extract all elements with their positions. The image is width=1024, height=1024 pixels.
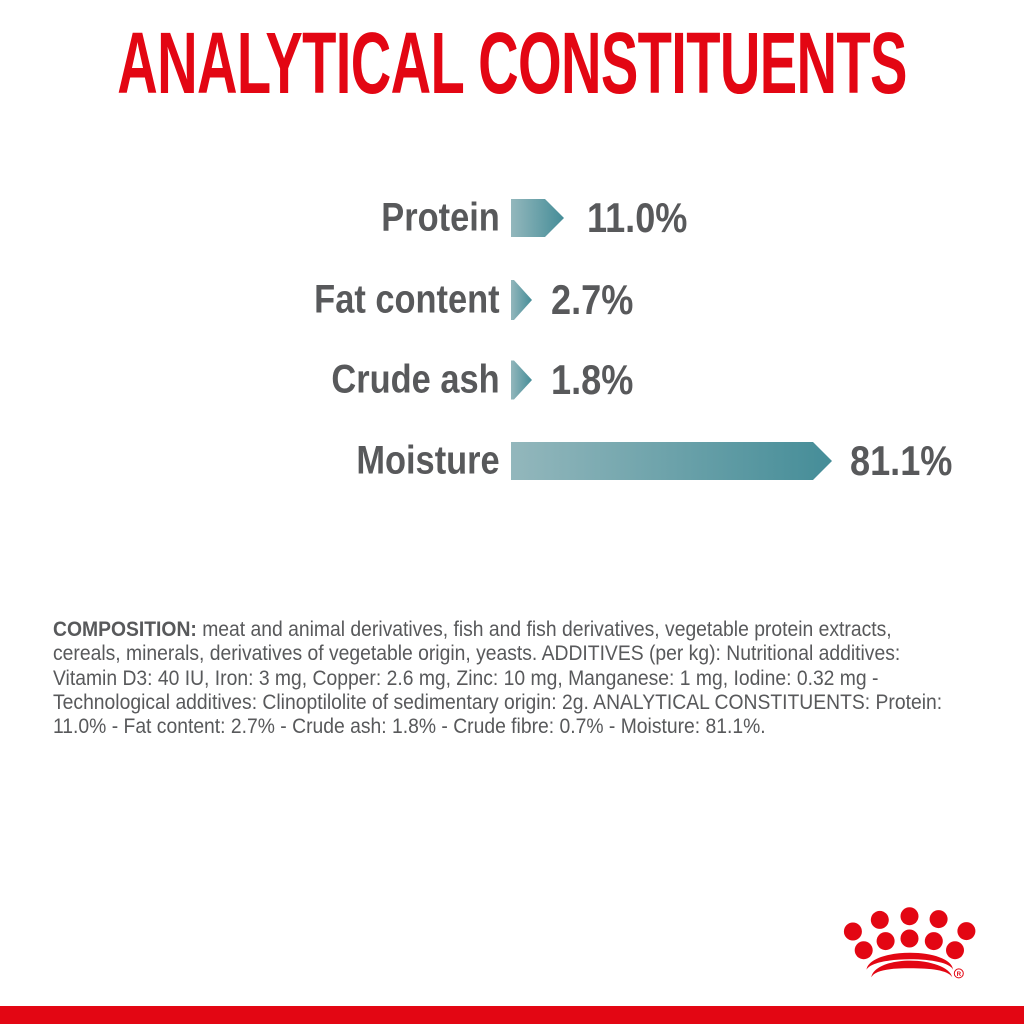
svg-text:R: R	[957, 971, 962, 978]
